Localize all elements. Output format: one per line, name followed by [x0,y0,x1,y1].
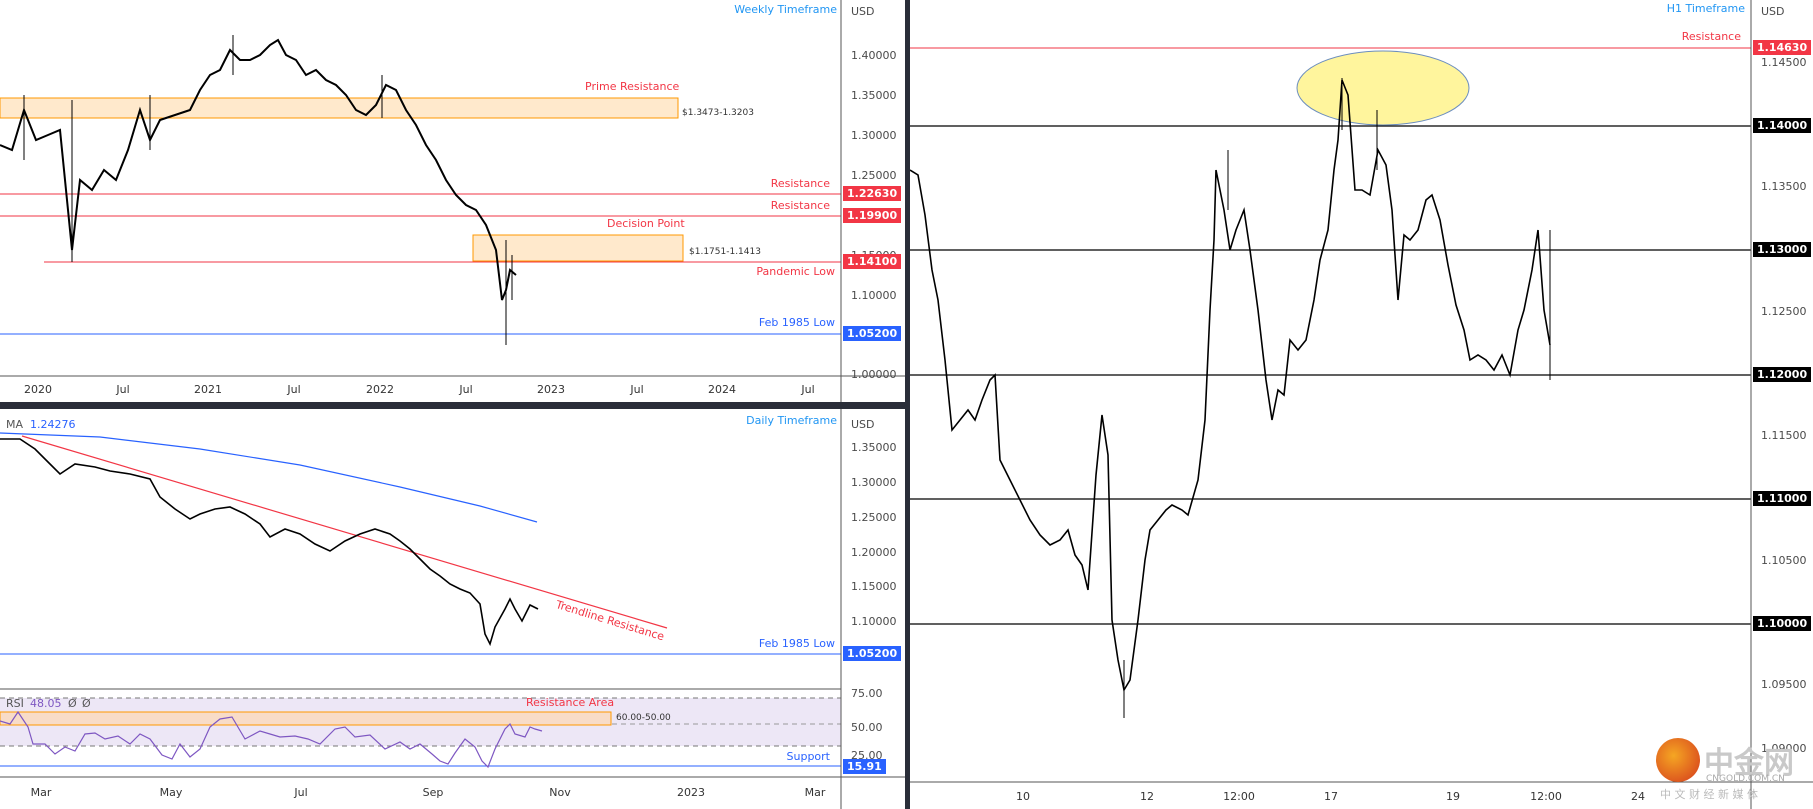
weekly-price-tick: 1.25000 [851,169,897,182]
weekly-time-tick: 2021 [194,383,222,396]
h1-level-tag: 1.11000 [1753,491,1812,506]
watermark-domain: CNGOLD.COM.CN [1706,774,1785,784]
prime-resistance-range: $1.3473-1.3203 [682,108,754,118]
daily-time-tick: 2023 [677,786,705,799]
watermark-tagline: 中 文 财 经 新 媒 体 [1660,788,1758,801]
daily-price-tick: 1.10000 [851,615,897,628]
rsi-param-1: Ø [68,697,77,710]
h1-resistance-price-tag: 1.14630 [1753,40,1812,55]
weekly-price-tick: 1.00000 [851,368,897,381]
daily-currency-label: USD [851,418,875,431]
daily-price-tick: 1.25000 [851,511,897,524]
resistance-2-label: Resistance [770,199,830,212]
rsi-indicator-value: 48.05 [30,697,62,710]
h1-price-tick: 1.14500 [1761,56,1807,69]
h1-level-tag: 1.14000 [1753,118,1812,133]
rsi-support-value-tag: 15.91 [843,759,886,774]
h1-price-tick: 1.12500 [1761,305,1807,318]
daily-price-tick: 1.35000 [851,441,897,454]
h1-price-tick: 1.09000 [1761,742,1807,755]
weekly-time-tick: 2022 [366,383,394,396]
rsi-resistance-area-label: Resistance Area [526,696,615,709]
h1-level-tag: 1.13000 [1753,242,1812,257]
h1-chart-canvas[interactable] [910,0,1813,809]
daily-time-tick: Mar [804,786,826,799]
resistance-2-price-tag: 1.19900 [843,208,902,223]
rsi-tick: 50.00 [851,721,883,734]
rsi-tick: 75.00 [851,687,883,700]
daily-chart-canvas[interactable] [0,409,905,809]
weekly-time-tick: Jul [630,383,644,396]
h1-time-tick: 17 [1324,790,1338,803]
daily-chart-panel[interactable]: MA 1.24276 Daily Timeframe USD Trendline… [0,409,905,809]
decision-point-range: $1.1751-1.1413 [689,247,761,257]
daily-time-tick: Sep [422,786,444,799]
feb-1985-low-label: Feb 1985 Low [758,316,835,329]
h1-resistance-label: Resistance [1681,30,1741,43]
h1-time-tick: 24 [1631,790,1645,803]
weekly-time-tick: Jul [801,383,815,396]
weekly-chart-canvas[interactable] [0,0,905,402]
h1-time-tick: 12 [1140,790,1154,803]
daily-feb-1985-low-price-tag: 1.05200 [843,646,902,661]
weekly-time-tick: 2020 [24,383,52,396]
weekly-time-tick: Jul [287,383,301,396]
daily-price-tick: 1.15000 [851,580,897,593]
horizontal-panel-divider[interactable] [0,402,905,409]
feb-1985-low-price-tag: 1.05200 [843,326,902,341]
ma-indicator-label[interactable]: MA [6,418,24,431]
rsi-param-2: Ø [82,697,91,710]
weekly-price-tick: 1.10000 [851,289,897,302]
resistance-1-price-tag: 1.22630 [843,186,902,201]
resistance-1-label: Resistance [770,177,830,190]
weekly-time-tick: Jul [116,383,130,396]
weekly-chart-panel[interactable]: Weekly Timeframe USD Prime Resistance $1… [0,0,905,402]
weekly-timeframe-label: Weekly Timeframe [734,3,837,16]
h1-time-tick: 12:00 [1530,790,1562,803]
h1-time-tick: 10 [1016,790,1030,803]
pandemic-low-label: Pandemic Low [756,265,835,278]
watermark-logo-icon [1656,738,1700,782]
h1-price-tick: 1.10500 [1761,554,1807,567]
weekly-time-tick: 2024 [708,383,736,396]
daily-price-tick: 1.30000 [851,476,897,489]
decision-point-label: Decision Point [607,217,685,230]
h1-time-tick: 12:00 [1223,790,1255,803]
weekly-time-tick: Jul [459,383,473,396]
weekly-currency-label: USD [851,5,875,18]
h1-timeframe-label: H1 Timeframe [1666,2,1745,15]
rsi-support-label: Support [786,750,830,763]
daily-time-tick: Mar [30,786,52,799]
h1-price-tick: 1.11500 [1761,429,1807,442]
ma-indicator-value: 1.24276 [30,418,76,431]
daily-timeframe-label: Daily Timeframe [746,414,837,427]
h1-chart-panel[interactable]: H1 Timeframe USD Resistance 1.14630 1.14… [910,0,1813,809]
h1-time-tick: 19 [1446,790,1460,803]
rsi-tick: 25.00 [851,749,883,762]
weekly-price-tick: 1.30000 [851,129,897,142]
rsi-resistance-range: 60.00-50.00 [616,713,671,723]
weekly-time-tick: 2023 [537,383,565,396]
vertical-panel-divider[interactable] [905,0,910,809]
daily-time-tick: May [159,786,183,799]
h1-level-tag: 1.12000 [1753,367,1812,382]
h1-currency-label: USD [1761,5,1785,18]
daily-time-tick: Jul [294,786,308,799]
weekly-price-tick: 1.35000 [851,89,897,102]
daily-time-tick: Nov [549,786,571,799]
daily-price-tick: 1.20000 [851,546,897,559]
h1-level-tag: 1.10000 [1753,616,1812,631]
h1-price-tick: 1.13500 [1761,180,1807,193]
watermark-brand: 中金网 [1704,746,1794,781]
h1-price-tick: 1.09500 [1761,678,1807,691]
pandemic-low-price-tag: 1.14100 [843,254,902,269]
rsi-indicator-label[interactable]: RSI [6,697,24,710]
daily-feb-1985-low-label: Feb 1985 Low [758,637,835,650]
weekly-price-tick: 1.40000 [851,49,897,62]
prime-resistance-label: Prime Resistance [585,80,680,93]
